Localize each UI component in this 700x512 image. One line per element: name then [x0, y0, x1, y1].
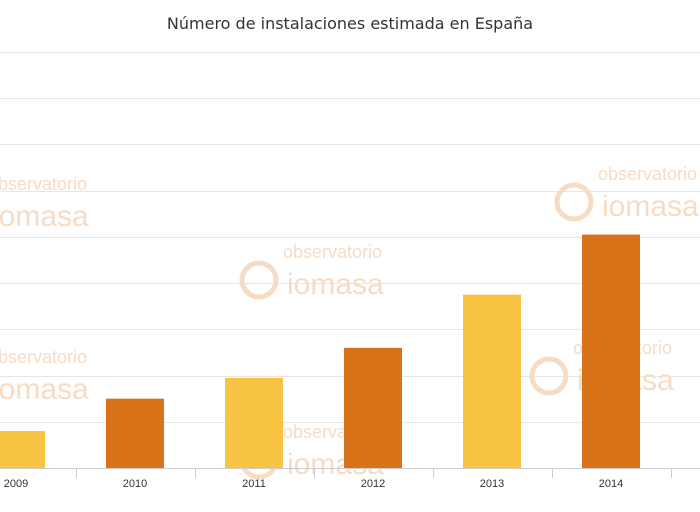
watermark: observatorio iomasa: [239, 242, 384, 301]
watermark: observatorio iomasa: [0, 174, 89, 233]
biomasa-b-logo-icon: [529, 356, 569, 396]
x-axis: 2009 2010 2011 2012 2013 2014: [0, 468, 700, 490]
watermark-text-observatorio: observatorio: [0, 174, 87, 194]
bar-2014: [582, 234, 640, 468]
watermark: observatorio iomasa: [554, 164, 699, 223]
watermark-text-observatorio: observatorio: [283, 242, 382, 262]
bar-2013: [463, 294, 521, 468]
bar-2011: [225, 377, 283, 468]
watermark-text-observatorio: observatorio: [598, 164, 697, 184]
biomasa-b-logo-icon: [554, 182, 594, 222]
watermark-text-biomasa: iomasa: [602, 190, 699, 223]
bar-2010: [106, 398, 164, 468]
x-tick-label-2011: 2011: [242, 478, 266, 490]
watermark-text-biomasa: iomasa: [0, 200, 89, 233]
watermark-text-observatorio: observatorio: [0, 347, 87, 367]
watermark-text-biomasa: iomasa: [0, 373, 89, 406]
watermark-text-biomasa: iomasa: [287, 268, 384, 301]
biomasa-b-logo-icon: [239, 260, 279, 300]
x-tick-label-2010: 2010: [123, 478, 147, 490]
bars: [0, 234, 640, 468]
bar-2009: [0, 431, 45, 468]
x-tick-label-2014: 2014: [599, 478, 623, 490]
x-tick-label-2013: 2013: [480, 478, 504, 490]
watermark: observatorio iomasa: [0, 347, 89, 406]
bar-2012: [344, 347, 402, 468]
x-tick-label-2012: 2012: [361, 478, 385, 490]
chart-title: Número de instalaciones estimada en Espa…: [166, 14, 534, 33]
x-tick-label-2009: 2009: [4, 478, 28, 490]
